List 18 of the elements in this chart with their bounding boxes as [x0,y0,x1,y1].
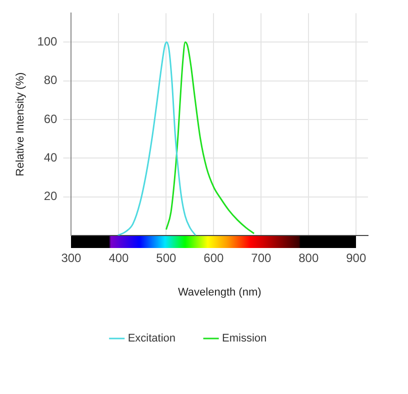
legend-label: Emission [222,332,267,345]
x-tick-label: 900 [346,250,366,265]
x-axis-title: Wavelength (nm) [178,286,262,298]
y-tick-label: 20 [44,189,58,204]
line-series [165,41,255,234]
y-tick-label: 60 [44,112,58,126]
x-tick-label: 600 [204,250,224,265]
y-tick-label: 80 [44,73,58,88]
legend-label: Excitation [128,332,176,345]
y-tick-label: 40 [44,150,58,164]
x-tick-label: 800 [298,250,319,265]
line-series [117,41,196,236]
x-tick-label: 300 [61,250,82,265]
y-axis-title: Relative Intensity (%) [14,72,27,176]
x-tick-label: 500 [156,250,177,265]
x-tick-label: 700 [251,250,272,265]
y-tick-label: 100 [37,34,58,48]
x-tick-label: 400 [108,250,130,265]
